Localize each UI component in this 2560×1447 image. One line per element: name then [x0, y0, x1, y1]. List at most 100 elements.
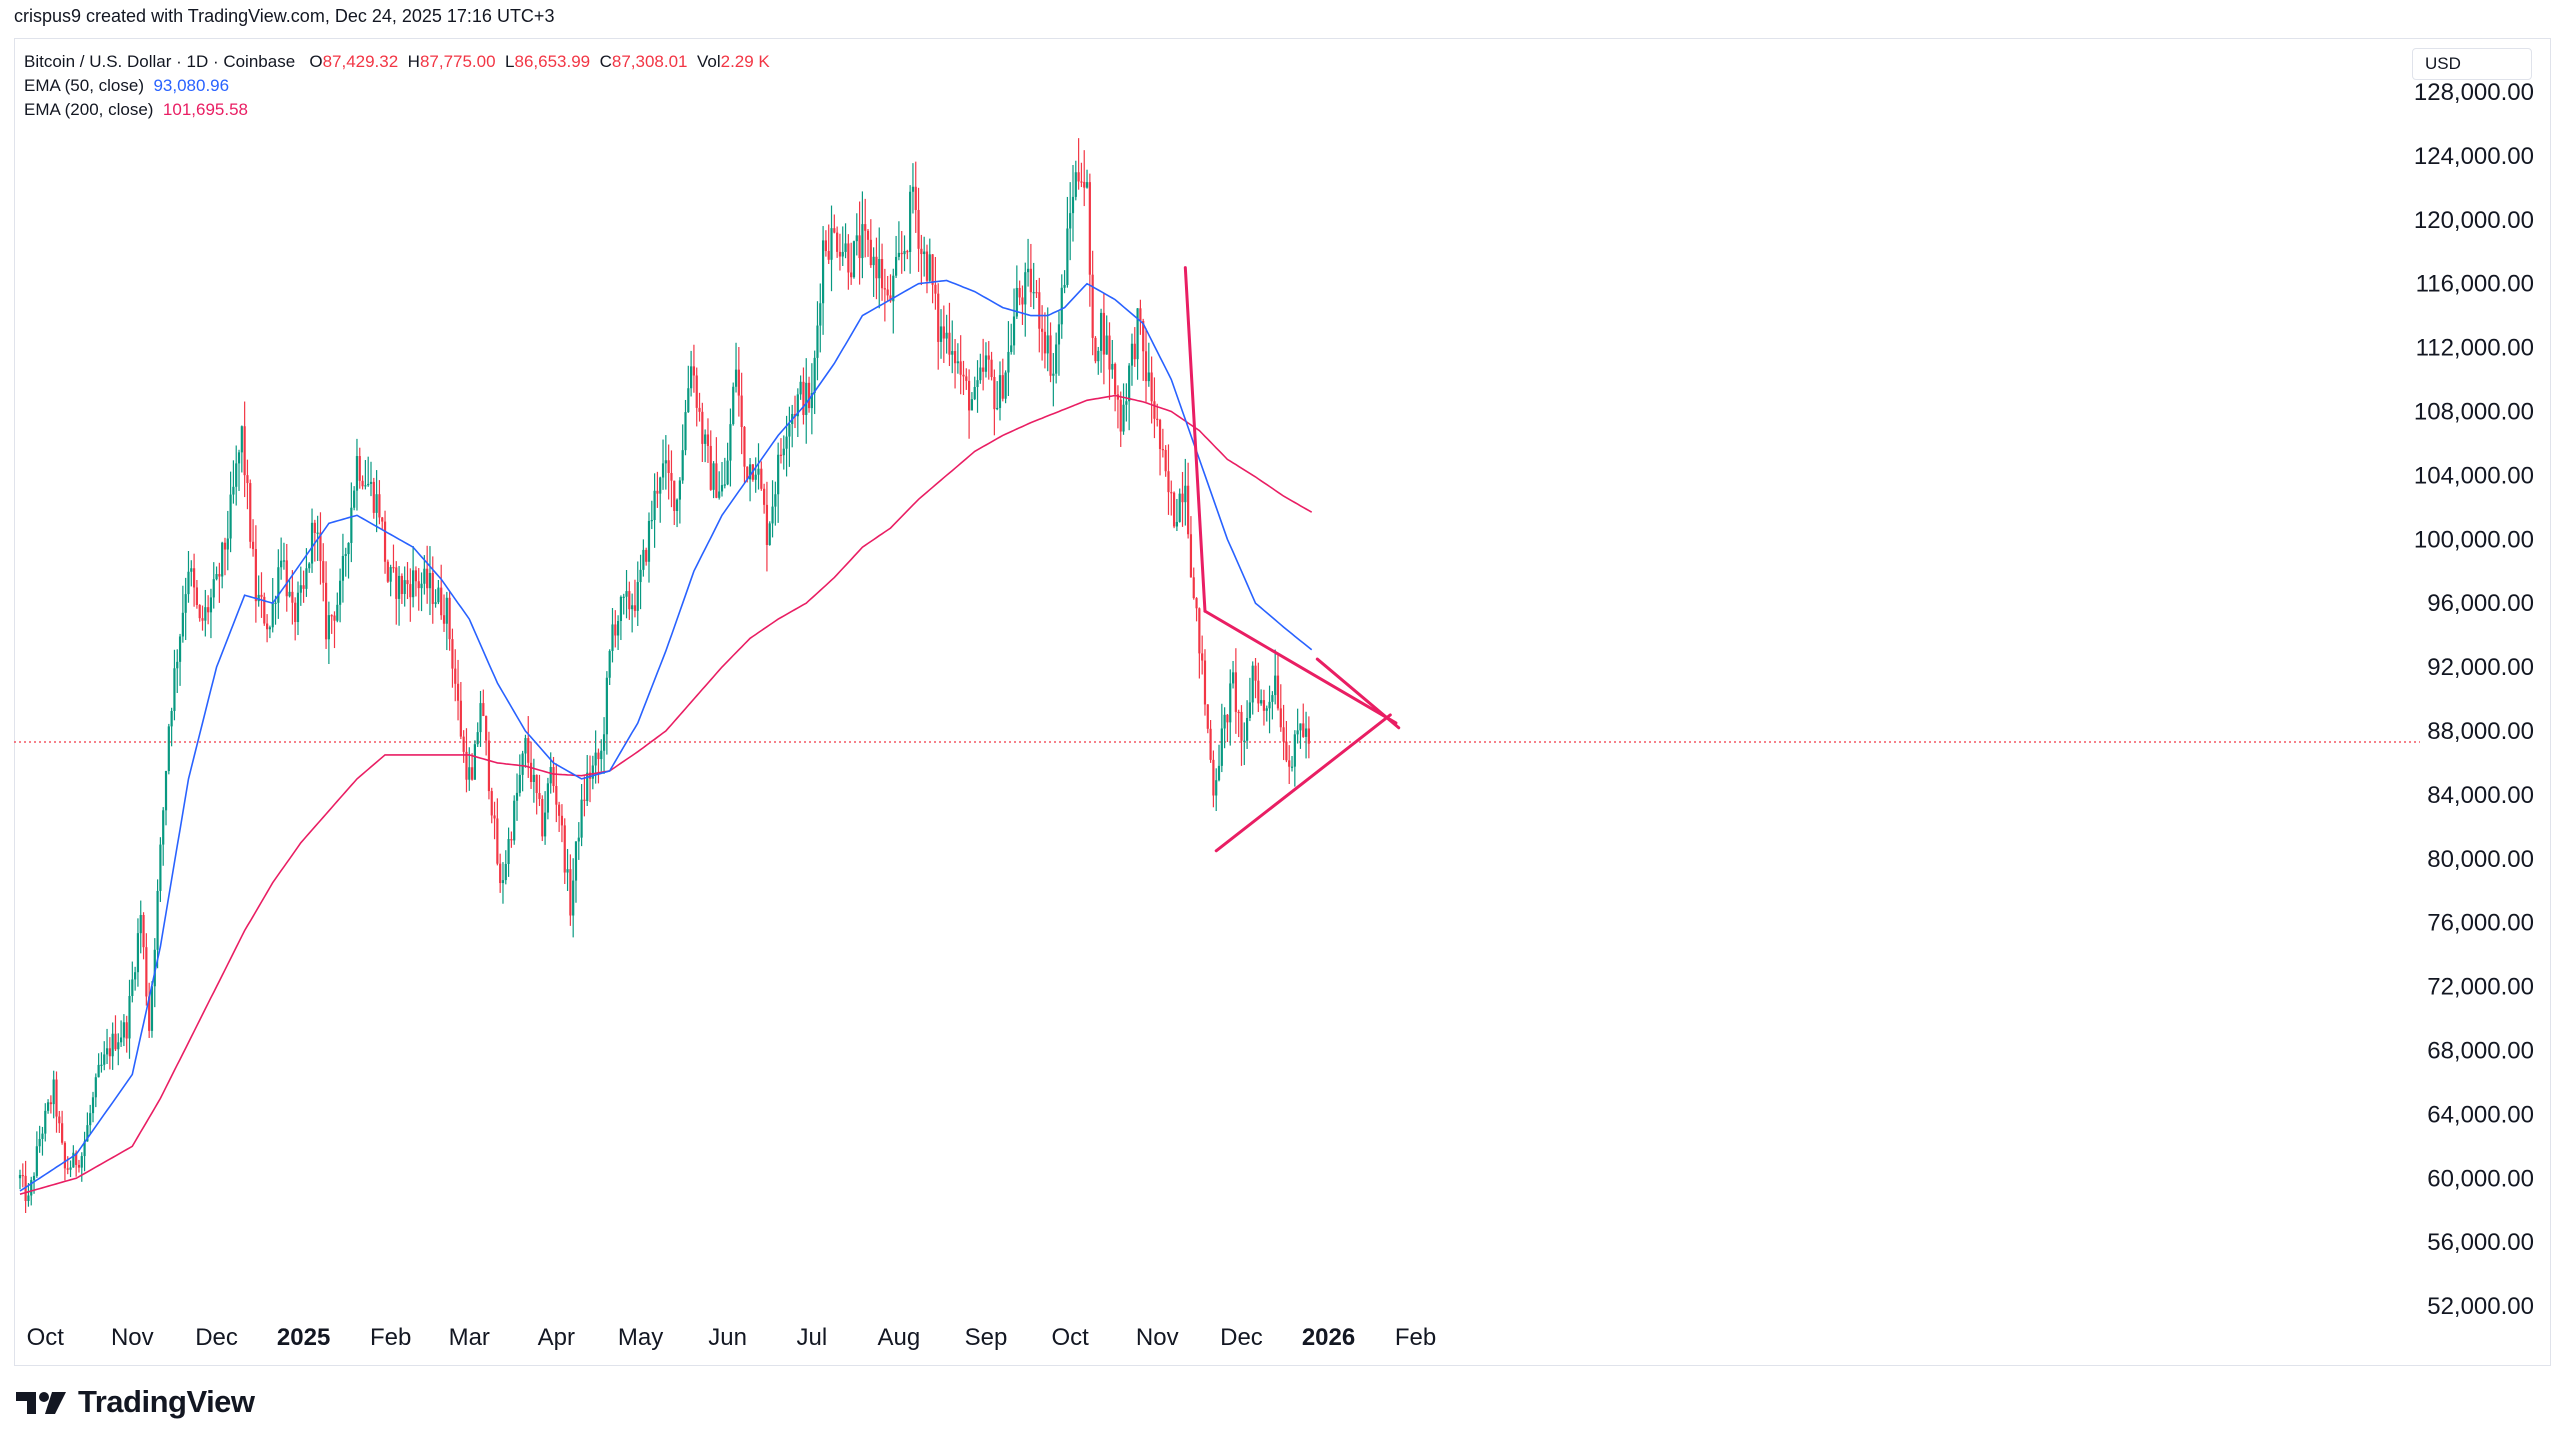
candle[interactable] — [310, 508, 314, 573]
candle[interactable] — [560, 804, 564, 843]
candle[interactable] — [223, 537, 227, 576]
candle[interactable] — [852, 240, 856, 279]
candle[interactable] — [1088, 173, 1091, 307]
candle[interactable] — [1041, 305, 1044, 361]
candle[interactable] — [664, 435, 667, 490]
candle[interactable] — [923, 236, 926, 277]
candle[interactable] — [1026, 238, 1030, 287]
candle[interactable] — [131, 961, 134, 1003]
candle[interactable] — [1220, 703, 1223, 773]
candle[interactable] — [642, 539, 645, 577]
candle[interactable] — [656, 471, 659, 508]
candle[interactable] — [122, 1014, 125, 1047]
candle[interactable] — [951, 320, 954, 374]
candle[interactable] — [1114, 362, 1117, 412]
candle[interactable] — [858, 201, 861, 285]
candle[interactable] — [426, 545, 429, 604]
candle[interactable] — [1144, 328, 1148, 402]
candle[interactable] — [956, 343, 959, 374]
candle[interactable] — [909, 185, 912, 274]
candle[interactable] — [1223, 707, 1226, 749]
candle[interactable] — [1260, 689, 1263, 706]
candle[interactable] — [1296, 708, 1299, 744]
candle[interactable] — [900, 231, 903, 274]
candle[interactable] — [313, 519, 316, 562]
candle[interactable] — [420, 572, 423, 612]
candle[interactable] — [821, 226, 825, 335]
candle[interactable] — [282, 542, 286, 570]
candle[interactable] — [170, 707, 173, 747]
candle[interactable] — [1203, 649, 1207, 716]
candle[interactable] — [215, 566, 218, 581]
candle[interactable] — [670, 450, 673, 508]
candle[interactable] — [1274, 649, 1277, 705]
candle[interactable] — [35, 1131, 38, 1178]
candle[interactable] — [948, 302, 951, 367]
candle[interactable] — [945, 314, 948, 354]
candle[interactable] — [1237, 709, 1240, 738]
candle[interactable] — [718, 471, 721, 500]
ema50-line[interactable] — [19, 279, 1313, 1192]
candle[interactable] — [934, 256, 937, 310]
candle[interactable] — [569, 854, 572, 926]
candle[interactable] — [403, 566, 406, 607]
candle[interactable] — [903, 235, 906, 272]
candle[interactable] — [976, 360, 979, 413]
candle[interactable] — [336, 592, 339, 623]
candle[interactable] — [555, 763, 558, 823]
candle[interactable] — [1094, 336, 1097, 364]
candle[interactable] — [793, 395, 797, 429]
candle[interactable] — [61, 1110, 64, 1145]
candle[interactable] — [805, 358, 808, 444]
candle[interactable] — [218, 562, 221, 603]
candle[interactable] — [344, 547, 347, 577]
candle[interactable] — [521, 750, 524, 792]
candle[interactable] — [1069, 182, 1072, 261]
candle[interactable] — [1164, 445, 1167, 477]
candle[interactable] — [339, 568, 342, 623]
candle[interactable] — [872, 247, 875, 297]
candle[interactable] — [423, 555, 426, 595]
candle[interactable] — [94, 1073, 97, 1108]
candle[interactable] — [802, 367, 805, 425]
candle[interactable] — [383, 510, 387, 574]
candle[interactable] — [779, 438, 783, 464]
candle[interactable] — [1279, 684, 1282, 732]
candle[interactable] — [984, 342, 988, 378]
candle[interactable] — [91, 1091, 95, 1123]
candle[interactable] — [855, 213, 858, 256]
candle[interactable] — [998, 361, 1002, 421]
candle[interactable] — [431, 556, 434, 624]
candle[interactable] — [1304, 711, 1308, 759]
candle[interactable] — [982, 338, 985, 391]
candle[interactable] — [709, 430, 712, 491]
candle[interactable] — [409, 568, 412, 622]
candle[interactable] — [1201, 635, 1204, 675]
candle[interactable] — [1125, 383, 1128, 422]
candle[interactable] — [880, 243, 884, 301]
candle[interactable] — [341, 533, 345, 603]
candle[interactable] — [1032, 262, 1035, 310]
candle[interactable] — [145, 933, 148, 1006]
candle[interactable] — [412, 545, 415, 608]
candle[interactable] — [190, 560, 193, 587]
candle[interactable] — [1302, 703, 1305, 738]
candle[interactable] — [237, 449, 241, 491]
candle[interactable] — [1099, 308, 1103, 373]
candle[interactable] — [824, 230, 827, 257]
candle[interactable] — [83, 1131, 86, 1172]
candle[interactable] — [274, 595, 277, 625]
candle[interactable] — [1282, 704, 1285, 761]
candle[interactable] — [386, 559, 389, 583]
candle[interactable] — [763, 483, 766, 514]
candle[interactable] — [181, 585, 184, 643]
candle[interactable] — [268, 625, 272, 639]
candle[interactable] — [1052, 353, 1055, 407]
candle[interactable] — [358, 447, 361, 489]
candle[interactable] — [397, 566, 401, 626]
candle[interactable] — [583, 776, 586, 817]
candle[interactable] — [667, 444, 670, 500]
candle[interactable] — [1243, 722, 1246, 766]
candle[interactable] — [77, 1159, 81, 1173]
candle[interactable] — [105, 1028, 109, 1065]
